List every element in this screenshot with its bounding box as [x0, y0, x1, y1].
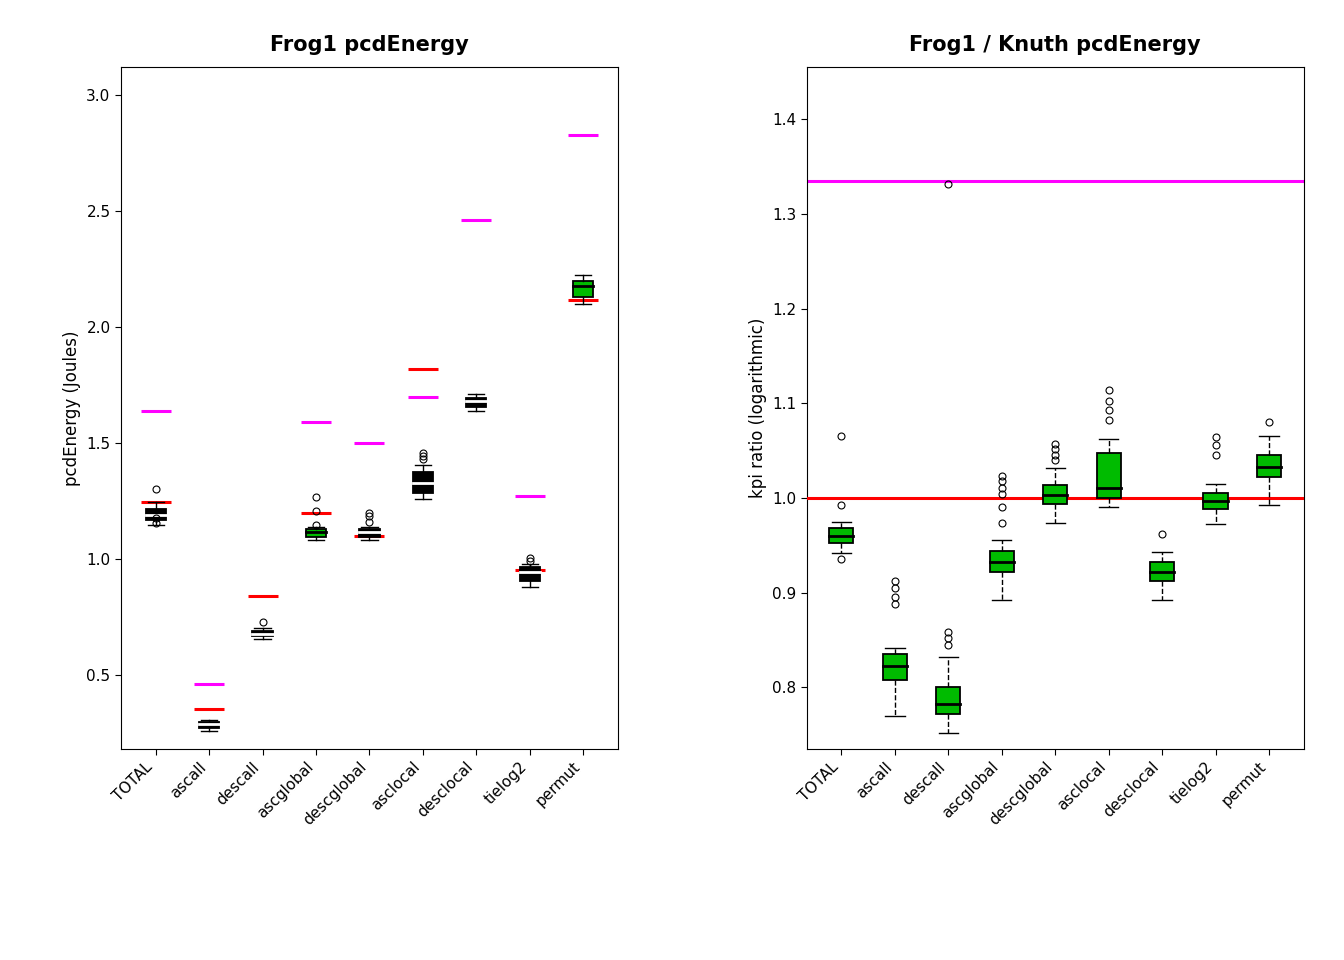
Y-axis label: pcdEnergy (Joules): pcdEnergy (Joules): [63, 330, 81, 486]
Bar: [359, 529, 379, 537]
Bar: [937, 687, 961, 714]
Title: Frog1 pcdEnergy: Frog1 pcdEnergy: [270, 35, 469, 55]
Title: Frog1 / Knuth pcdEnergy: Frog1 / Knuth pcdEnergy: [910, 35, 1202, 55]
Bar: [306, 529, 327, 537]
Bar: [413, 471, 433, 492]
Bar: [466, 397, 487, 407]
Bar: [145, 509, 165, 520]
Bar: [1150, 563, 1175, 581]
Bar: [989, 551, 1013, 572]
Bar: [1097, 453, 1121, 498]
Bar: [253, 631, 273, 636]
Bar: [883, 654, 907, 680]
Bar: [573, 281, 593, 298]
Bar: [1043, 485, 1067, 504]
Bar: [199, 722, 219, 728]
Y-axis label: kpi ratio (logarithmic): kpi ratio (logarithmic): [749, 318, 766, 498]
Bar: [1203, 493, 1227, 510]
Bar: [520, 566, 540, 581]
Bar: [1257, 455, 1281, 477]
Bar: [829, 528, 853, 543]
